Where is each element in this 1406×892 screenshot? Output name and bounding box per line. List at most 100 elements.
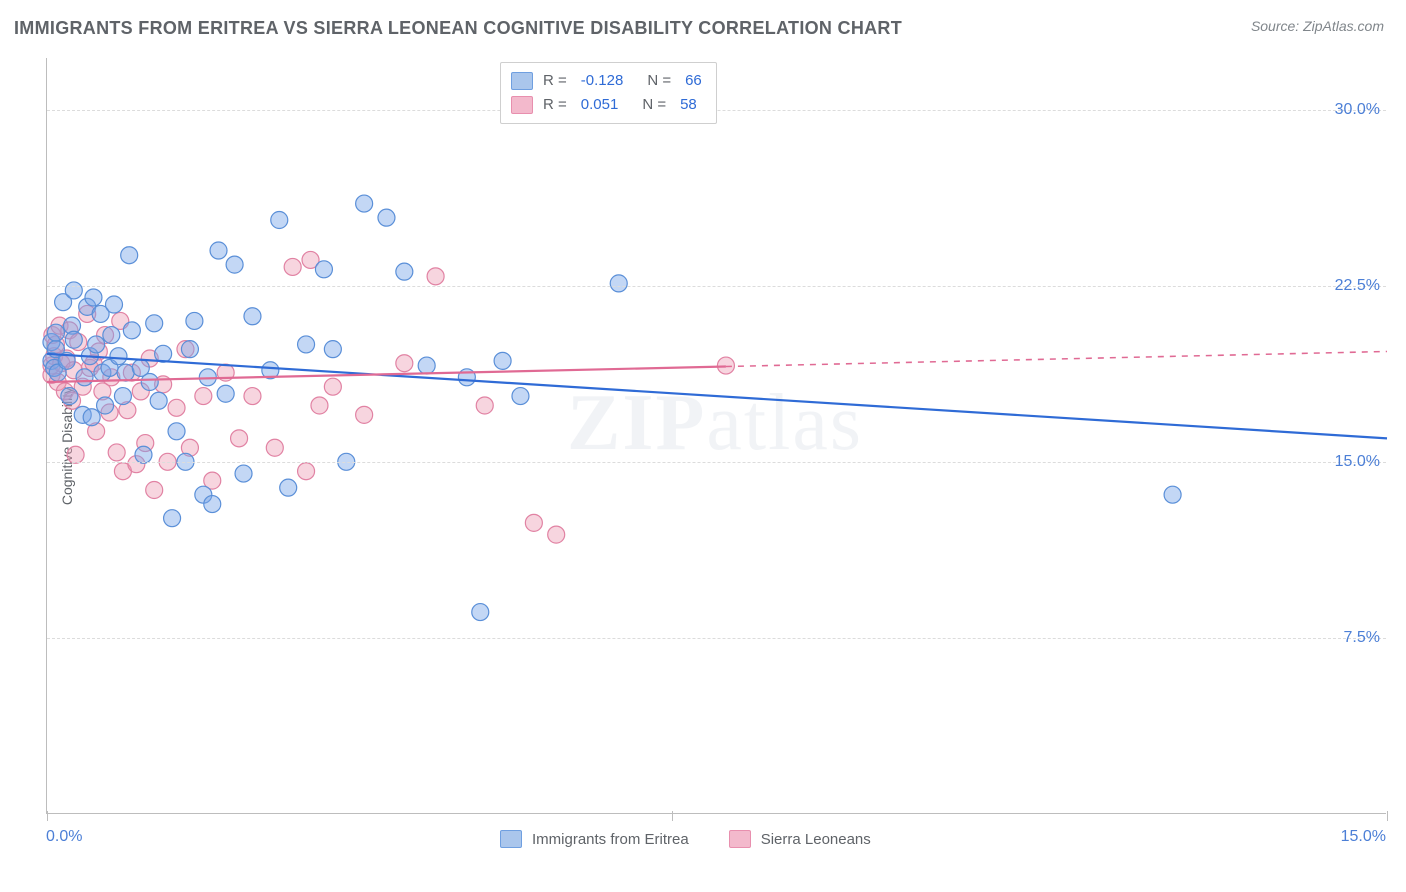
x-tick-label: 15.0% bbox=[1341, 828, 1386, 846]
legend-stats-row: R = 0.051 N = 58 bbox=[511, 93, 702, 117]
scatter-point bbox=[226, 256, 243, 273]
scatter-point bbox=[315, 261, 332, 278]
x-tick bbox=[47, 811, 48, 821]
legend-bottom-item: Immigrants from Eritrea bbox=[500, 830, 689, 848]
legend-swatch bbox=[511, 72, 533, 90]
legend-n-value: 58 bbox=[680, 93, 697, 117]
scatter-point bbox=[135, 446, 152, 463]
scatter-point bbox=[244, 388, 261, 405]
scatter-point bbox=[418, 357, 435, 374]
scatter-point bbox=[512, 388, 529, 405]
scatter-point bbox=[311, 397, 328, 414]
legend-swatch bbox=[511, 96, 533, 114]
scatter-point bbox=[83, 409, 100, 426]
scatter-point bbox=[47, 324, 64, 341]
legend-r-value: 0.051 bbox=[581, 93, 619, 117]
plot-area: ZIPatlas 7.5%15.0%22.5%30.0% bbox=[46, 58, 1386, 814]
scatter-point bbox=[324, 378, 341, 395]
x-tick bbox=[1387, 811, 1388, 821]
legend-n-label: N = bbox=[647, 69, 671, 93]
scatter-point bbox=[168, 423, 185, 440]
scatter-point bbox=[356, 195, 373, 212]
scatter-point bbox=[231, 430, 248, 447]
scatter-point bbox=[76, 369, 93, 386]
scatter-point bbox=[610, 275, 627, 292]
scatter-point bbox=[114, 388, 131, 405]
scatter-point bbox=[181, 341, 198, 358]
scatter-point bbox=[396, 263, 413, 280]
scatter-point bbox=[244, 308, 261, 325]
scatter-point bbox=[150, 392, 167, 409]
trend-line-extrapolated bbox=[726, 351, 1387, 366]
scatter-point bbox=[168, 399, 185, 416]
scatter-point bbox=[106, 296, 123, 313]
legend-swatch bbox=[729, 830, 751, 848]
scatter-point bbox=[146, 315, 163, 332]
scatter-point bbox=[396, 355, 413, 372]
scatter-point bbox=[284, 258, 301, 275]
gridline bbox=[47, 462, 1386, 463]
chart-svg bbox=[47, 58, 1386, 813]
scatter-point bbox=[356, 406, 373, 423]
scatter-point bbox=[472, 604, 489, 621]
legend-bottom: Immigrants from Eritrea Sierra Leoneans bbox=[500, 830, 871, 848]
scatter-point bbox=[298, 336, 315, 353]
legend-series-name: Sierra Leoneans bbox=[761, 831, 871, 848]
y-tick-label: 7.5% bbox=[1344, 629, 1380, 647]
legend-stats-row: R = -0.128 N = 66 bbox=[511, 69, 702, 93]
legend-n-value: 66 bbox=[685, 69, 702, 93]
scatter-point bbox=[298, 463, 315, 480]
scatter-point bbox=[65, 331, 82, 348]
legend-series-name: Immigrants from Eritrea bbox=[532, 831, 689, 848]
scatter-point bbox=[164, 510, 181, 527]
x-tick bbox=[672, 811, 673, 821]
chart-title: IMMIGRANTS FROM ERITREA VS SIERRA LEONEA… bbox=[14, 18, 902, 39]
chart-source: Source: ZipAtlas.com bbox=[1251, 18, 1384, 34]
scatter-point bbox=[123, 322, 140, 339]
scatter-point bbox=[121, 247, 138, 264]
legend-swatch bbox=[500, 830, 522, 848]
y-tick-label: 15.0% bbox=[1335, 453, 1380, 471]
legend-n-label: N = bbox=[642, 93, 666, 117]
scatter-point bbox=[146, 482, 163, 499]
scatter-point bbox=[271, 212, 288, 229]
gridline bbox=[47, 286, 1386, 287]
scatter-point bbox=[117, 364, 134, 381]
scatter-point bbox=[494, 352, 511, 369]
scatter-point bbox=[88, 336, 105, 353]
scatter-point bbox=[65, 282, 82, 299]
scatter-point bbox=[427, 268, 444, 285]
scatter-point bbox=[324, 341, 341, 358]
legend-r-label: R = bbox=[543, 93, 567, 117]
legend-bottom-item: Sierra Leoneans bbox=[729, 830, 871, 848]
scatter-point bbox=[235, 465, 252, 482]
scatter-point bbox=[210, 242, 227, 259]
scatter-point bbox=[61, 388, 78, 405]
scatter-point bbox=[67, 446, 84, 463]
scatter-point bbox=[141, 374, 158, 391]
scatter-point bbox=[266, 439, 283, 456]
scatter-point bbox=[217, 385, 234, 402]
scatter-point bbox=[85, 289, 102, 306]
scatter-point bbox=[1164, 486, 1181, 503]
scatter-point bbox=[204, 496, 221, 513]
scatter-point bbox=[378, 209, 395, 226]
scatter-point bbox=[525, 514, 542, 531]
y-tick-label: 30.0% bbox=[1335, 101, 1380, 119]
legend-stats-box: R = -0.128 N = 66 R = 0.051 N = 58 bbox=[500, 62, 717, 124]
y-tick-label: 22.5% bbox=[1335, 277, 1380, 295]
scatter-point bbox=[717, 357, 734, 374]
scatter-point bbox=[97, 397, 114, 414]
legend-r-value: -0.128 bbox=[581, 69, 624, 93]
scatter-point bbox=[476, 397, 493, 414]
scatter-point bbox=[548, 526, 565, 543]
gridline bbox=[47, 638, 1386, 639]
scatter-point bbox=[186, 312, 203, 329]
scatter-point bbox=[280, 479, 297, 496]
scatter-point bbox=[103, 327, 120, 344]
scatter-point bbox=[108, 444, 125, 461]
x-tick-label: 0.0% bbox=[46, 828, 82, 846]
legend-r-label: R = bbox=[543, 69, 567, 93]
scatter-point bbox=[110, 348, 127, 365]
scatter-point bbox=[195, 388, 212, 405]
